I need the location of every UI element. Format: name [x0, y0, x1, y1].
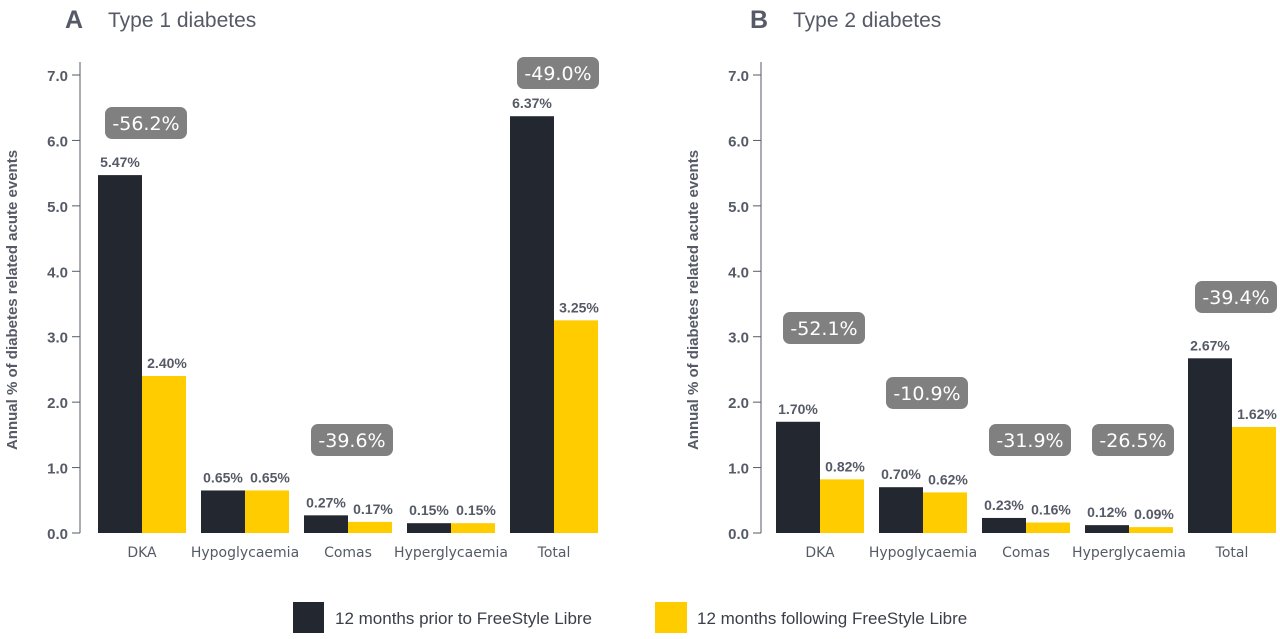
legend-swatch-prior	[293, 602, 324, 633]
bar-value-label: 0.62%	[928, 471, 968, 487]
change-badge	[517, 57, 599, 89]
bar-following	[348, 521, 392, 533]
bar-value-label: 0.09%	[1134, 506, 1174, 522]
y-tick-label: 5.0	[47, 199, 68, 216]
bar-prior	[201, 490, 245, 533]
change-badge	[1092, 424, 1174, 456]
y-tick-label: 3.0	[728, 330, 749, 347]
change-badge-label: -49.0%	[524, 63, 591, 85]
bar-following	[245, 490, 289, 533]
category-label: Hypoglycaemia	[191, 545, 299, 561]
y-tick-label: 0.0	[47, 526, 68, 543]
bar-value-label: 5.47%	[100, 154, 140, 170]
category-label: Hyperglycaemia	[1072, 545, 1186, 561]
category-label: Hypoglycaemia	[869, 545, 977, 561]
legend-swatch-following	[655, 602, 687, 633]
bar-value-label: 0.15%	[456, 502, 496, 518]
bar-value-label: 0.12%	[1087, 504, 1127, 520]
category-label: DKA	[127, 545, 157, 561]
legend-label-following: 12 months following FreeStyle Libre	[697, 609, 967, 628]
bar-prior	[510, 116, 554, 533]
panel-title: Type 1 diabetes	[108, 9, 256, 32]
change-badge-label: -56.2%	[112, 113, 179, 135]
bar-following	[820, 479, 864, 533]
panel-title: Type 2 diabetes	[793, 9, 941, 32]
category-label: Hyperglycaemia	[394, 545, 508, 561]
change-badge-label: -52.1%	[790, 318, 857, 340]
change-badge-label: -39.4%	[1202, 287, 1269, 309]
y-axis-label: Annual % of diabetes related acute event…	[4, 150, 21, 450]
bar-following	[142, 375, 186, 533]
bar-prior	[982, 517, 1026, 533]
change-badge	[783, 312, 865, 344]
y-tick-label: 0.0	[728, 526, 749, 543]
bar-prior	[407, 523, 451, 533]
change-badge-label: -39.6%	[318, 430, 385, 452]
panel-b: B Type 2 diabetes Annual % of diabetes rel…	[685, 6, 1277, 561]
bar-following	[1232, 427, 1276, 533]
y-tick-label: 5.0	[728, 199, 749, 216]
change-badge	[105, 107, 187, 139]
change-badge	[311, 424, 393, 456]
y-tick-label: 1.0	[728, 461, 749, 478]
bar-prior	[776, 421, 820, 533]
change-badge	[1195, 281, 1277, 313]
category-label: DKA	[805, 545, 835, 561]
category-label: Total	[537, 545, 571, 561]
category-label: Comas	[324, 545, 372, 561]
y-tick-label: 1.0	[47, 461, 68, 478]
change-badge	[886, 377, 968, 409]
y-tick-label: 7.0	[728, 68, 749, 85]
bar-value-label: 1.62%	[1237, 406, 1277, 422]
panel-letter: A	[65, 6, 83, 34]
bar-value-label: 0.27%	[306, 494, 346, 510]
bar-value-label: 6.37%	[512, 95, 552, 111]
bar-value-label: 3.25%	[559, 299, 599, 315]
change-badge-label: -10.9%	[893, 383, 960, 405]
bar-value-label: 0.17%	[353, 501, 393, 517]
legend: 12 months prior to FreeStyle Libre 12 mo…	[293, 602, 967, 633]
bar-following	[451, 523, 495, 533]
bar-value-label: 0.15%	[409, 502, 449, 518]
bar-value-label: 0.23%	[984, 497, 1024, 513]
bar-prior	[304, 515, 348, 533]
change-badge-label: -26.5%	[1099, 430, 1166, 452]
bar-prior	[98, 175, 142, 533]
bar-value-label: 0.16%	[1031, 502, 1071, 518]
y-tick-label: 7.0	[47, 68, 68, 85]
legend-label-prior: 12 months prior to FreeStyle Libre	[335, 609, 592, 628]
y-tick-label: 2.0	[728, 395, 749, 412]
y-tick-label: 4.0	[728, 264, 749, 281]
bar-value-label: 0.65%	[203, 469, 243, 485]
category-label: Total	[1215, 545, 1249, 561]
bar-prior	[1085, 525, 1129, 533]
bar-following	[1026, 522, 1070, 533]
y-tick-label: 6.0	[728, 133, 749, 150]
bar-value-label: 0.70%	[881, 466, 921, 482]
change-badge	[989, 424, 1071, 456]
bar-value-label: 2.40%	[147, 355, 187, 371]
bar-value-label: 2.67%	[1190, 337, 1230, 353]
panel-letter: B	[750, 6, 768, 34]
bar-following	[1129, 527, 1173, 533]
y-tick-label: 6.0	[47, 133, 68, 150]
category-label: Comas	[1002, 545, 1050, 561]
bar-following	[923, 492, 967, 533]
bar-value-label: 0.65%	[250, 469, 290, 485]
y-tick-label: 3.0	[47, 330, 68, 347]
y-tick-label: 4.0	[47, 264, 68, 281]
y-axis-label: Annual % of diabetes related acute event…	[685, 150, 702, 450]
bar-prior	[879, 487, 923, 533]
change-badge-label: -31.9%	[996, 430, 1063, 452]
bar-value-label: 0.82%	[825, 458, 865, 474]
bar-value-label: 1.70%	[778, 401, 818, 417]
y-tick-label: 2.0	[47, 395, 68, 412]
bar-prior	[1188, 358, 1232, 533]
bar-following	[554, 320, 598, 533]
panel-a: A Type 1 diabetes Annual % of diabetes rel…	[4, 6, 599, 561]
